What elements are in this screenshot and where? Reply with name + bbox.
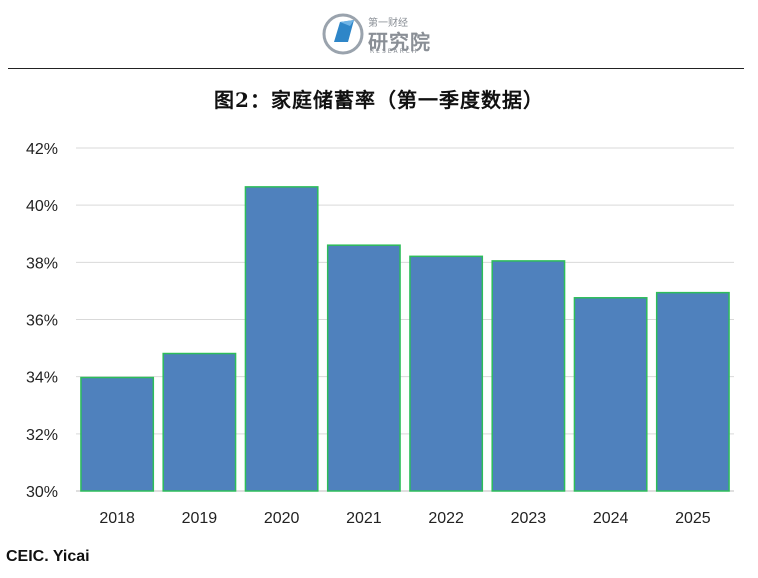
y-tick-label: 40% xyxy=(26,198,58,215)
logo-subtitle: RESEARCH xyxy=(370,48,419,55)
bar xyxy=(409,255,484,492)
y-tick-label: 36% xyxy=(26,313,58,330)
y-tick-label: 34% xyxy=(26,370,58,387)
bar xyxy=(326,244,401,492)
bar xyxy=(573,297,648,492)
y-tick-label: 32% xyxy=(26,427,58,444)
x-tick-label: 2020 xyxy=(264,510,300,527)
logo-brand: 第一财经 xyxy=(368,18,408,29)
source-note: CEIC. Yicai xyxy=(6,548,90,565)
y-tick-label: 42% xyxy=(26,141,58,158)
x-tick-label: 2022 xyxy=(428,510,464,527)
x-tick-label: 2024 xyxy=(593,510,629,527)
x-tick-label: 2018 xyxy=(99,510,135,527)
y-tick-label: 38% xyxy=(26,255,58,272)
x-tick-label: 2019 xyxy=(182,510,218,527)
bar xyxy=(80,376,155,492)
logo: 第一财经 研究院 RESEARCH xyxy=(322,8,434,58)
x-tick-label: 2021 xyxy=(346,510,382,527)
bar xyxy=(162,352,237,492)
x-tick-label: 2025 xyxy=(675,510,711,527)
logo-mark-icon xyxy=(322,13,364,55)
bar xyxy=(655,291,730,492)
x-tick-label: 2023 xyxy=(511,510,547,527)
bar xyxy=(244,186,319,492)
logo-name: 研究院 xyxy=(368,30,431,54)
header-divider xyxy=(8,68,744,69)
bar xyxy=(491,260,566,492)
chart-title: 图2：家庭储蓄率（第一季度数据） xyxy=(214,88,544,112)
y-tick-label: 30% xyxy=(26,484,58,501)
